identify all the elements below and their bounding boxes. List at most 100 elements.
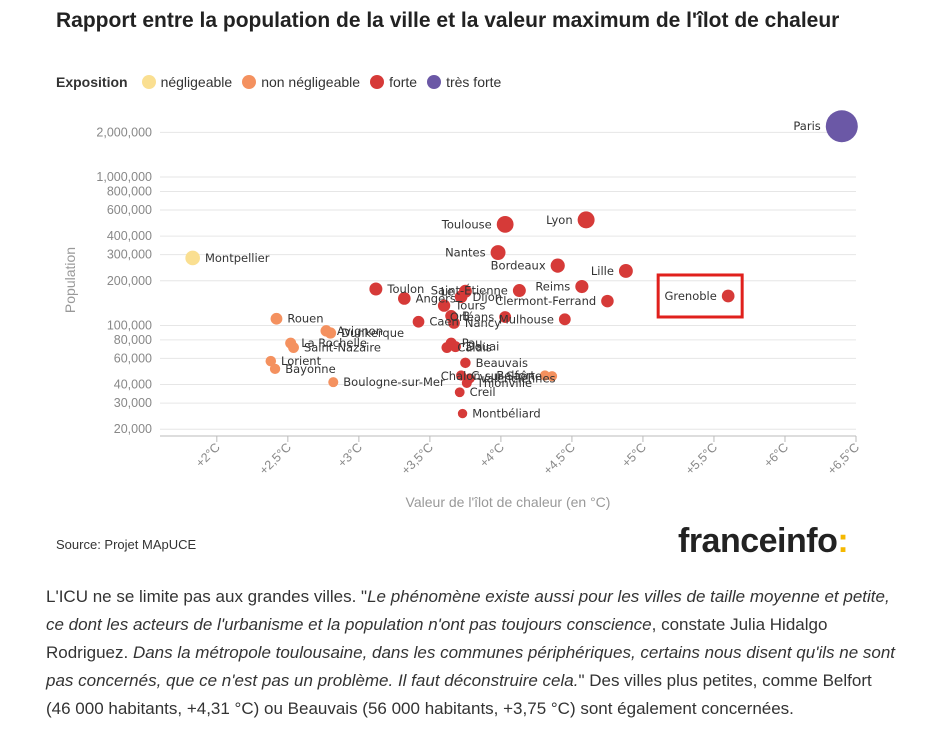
point-label-lille: Lille (591, 264, 614, 278)
point-label-chalon-sur-saone: Chalon-sur-Saône (441, 369, 542, 383)
point-tours[interactable] (437, 299, 451, 312)
x-tick-label: +2,5°C (257, 440, 294, 477)
point-label-montbeliard: Montbéliard (472, 407, 540, 421)
point-label-la-rochelle: La Rochelle (301, 336, 367, 350)
point-dunkerque[interactable] (324, 327, 337, 339)
point-label-dunkerque: Dunkerque (341, 326, 404, 340)
point-lyon[interactable] (577, 211, 595, 229)
point-label-mulhouse: Mulhouse (499, 312, 554, 326)
point-saint-nazaire[interactable] (288, 342, 299, 353)
y-tick-label: 60,000 (114, 351, 152, 365)
point-label-montpellier: Montpellier (205, 251, 270, 265)
point-mulhouse[interactable] (558, 313, 571, 326)
article-quote-2: Dans la métropole toulousaine, dans les … (46, 643, 896, 690)
article-quote-1: Le phénomène existe aussi pour les ville… (46, 587, 890, 634)
point-caen[interactable] (412, 315, 425, 328)
y-tick-label: 1,000,000 (96, 170, 152, 184)
point-boulogne-sur-mer[interactable] (328, 377, 339, 388)
point-calais[interactable] (441, 342, 453, 353)
point-bayonne[interactable] (269, 363, 281, 375)
point-bordeaux[interactable] (550, 258, 565, 273)
point-nancy[interactable] (448, 317, 460, 329)
point-label-nantes: Nantes (445, 246, 486, 260)
x-tick-label: +4,5°C (541, 440, 578, 477)
article-text-2: , constate Julia Hidalgo Rodriguez. (46, 615, 828, 662)
x-tick-label: +5°C (619, 440, 649, 470)
point-label-orleans: Orléans (450, 310, 494, 324)
x-axis-title: Valeur de l'îlot de chaleur (en °C) (406, 494, 611, 510)
point-dijon[interactable] (454, 290, 468, 304)
point-label-valenciennes: Valenciennes (480, 371, 556, 385)
point-clermont-ferrand[interactable] (601, 294, 614, 308)
point-nantes[interactable] (490, 245, 506, 261)
point-grenoble[interactable] (721, 289, 735, 303)
point-label-tours: Tours (454, 299, 485, 313)
point-label-angers: Angers (416, 291, 456, 305)
point-label-saint-etienne: Saint-Étienne (431, 283, 508, 298)
x-tick-label: +4°C (477, 440, 507, 470)
point-label-lorient: Lorient (281, 354, 322, 368)
point-label-pau: Pau (462, 336, 483, 350)
legend-label-forte: forte (389, 74, 418, 90)
point-label-calais: Calais (457, 341, 492, 355)
point-rouen[interactable] (270, 312, 283, 325)
point-label-dijon: Dijon (472, 290, 502, 304)
y-tick-label: 200,000 (107, 274, 152, 288)
point-label-grenoble: Grenoble (664, 289, 716, 303)
point-label-toulon: Toulon (386, 282, 424, 296)
point-toulon[interactable] (369, 282, 383, 296)
point-thionville[interactable] (461, 377, 472, 388)
point-paris[interactable] (825, 110, 858, 143)
point-lille[interactable] (618, 264, 633, 278)
point-lorient[interactable] (265, 355, 277, 367)
point-label-belfort: Belfort (496, 369, 535, 383)
y-tick-label: 800,000 (107, 184, 152, 198)
point-label-rouen: Rouen (287, 312, 323, 326)
legend-item-forte[interactable]: forte (370, 74, 417, 90)
labels-layer: Paris Montpellier Toulouse Lyon Nantes Bordea… (205, 119, 821, 420)
legend-swatch-tres-forte (427, 75, 442, 89)
legend-title: Exposition (56, 74, 128, 90)
point-label-nancy: Nancy (465, 316, 501, 330)
point-chalon-sur-saone[interactable] (546, 371, 558, 382)
point-label-reims: Reims (535, 280, 570, 294)
y-tick-label: 40,000 (114, 378, 152, 392)
point-angers[interactable] (398, 292, 411, 305)
point-montpellier[interactable] (185, 250, 200, 266)
legend-item-tres-forte[interactable]: très forte (427, 74, 501, 90)
x-tick-label: +5,5°C (683, 440, 720, 477)
legend-swatch-negligeable (141, 75, 156, 89)
point-reims[interactable] (575, 279, 589, 294)
point-colmar[interactable] (456, 370, 467, 381)
legend-swatch-forte (370, 75, 385, 89)
point-douai[interactable] (449, 341, 461, 353)
article-text-1: L'ICU ne se limite pas aux grandes ville… (46, 587, 368, 606)
legend-label-negligeable: négligeable (160, 74, 233, 90)
legend-item-non-negligeable[interactable]: non négligeable (242, 74, 360, 90)
point-label-toulouse: Toulouse (441, 217, 492, 231)
brand-accent: : (837, 522, 849, 560)
grenoble-highlight-box (656, 273, 744, 319)
franceinfo-logo[interactable]: franceinfo: (678, 522, 849, 561)
point-toulouse[interactable] (496, 215, 514, 233)
point-beauvais[interactable] (460, 357, 471, 369)
y-tick-label: 100,000 (107, 318, 152, 332)
point-label-clermont-ferrand: Clermont-Ferrand (495, 294, 596, 308)
point-label-brest: B (462, 309, 470, 323)
y-tick-label: 20,000 (114, 422, 152, 436)
point-label-saint-nazaire: Saint-Nazaire (304, 341, 381, 355)
point-montbeliard[interactable] (457, 408, 468, 419)
point-saint-etienne[interactable] (512, 284, 526, 297)
x-tick-label: +6°C (761, 440, 791, 470)
grid-layer (160, 131, 856, 430)
point-creil[interactable] (454, 387, 465, 398)
point-orleans[interactable] (499, 311, 512, 323)
y-tick-label: 600,000 (107, 203, 152, 217)
article-paragraph: L'ICU ne se limite pas aux grandes ville… (46, 583, 896, 723)
y-tick-label: 400,000 (107, 229, 152, 243)
legend-label-tres-forte: très forte (446, 74, 502, 90)
legend-item-negligeable[interactable]: négligeable (141, 74, 233, 90)
point-label-avignon: Avignon (337, 324, 383, 338)
article-text-3: " Des villes plus petites, comme Belfort… (46, 671, 872, 718)
brand-name: franceinfo (678, 522, 838, 560)
